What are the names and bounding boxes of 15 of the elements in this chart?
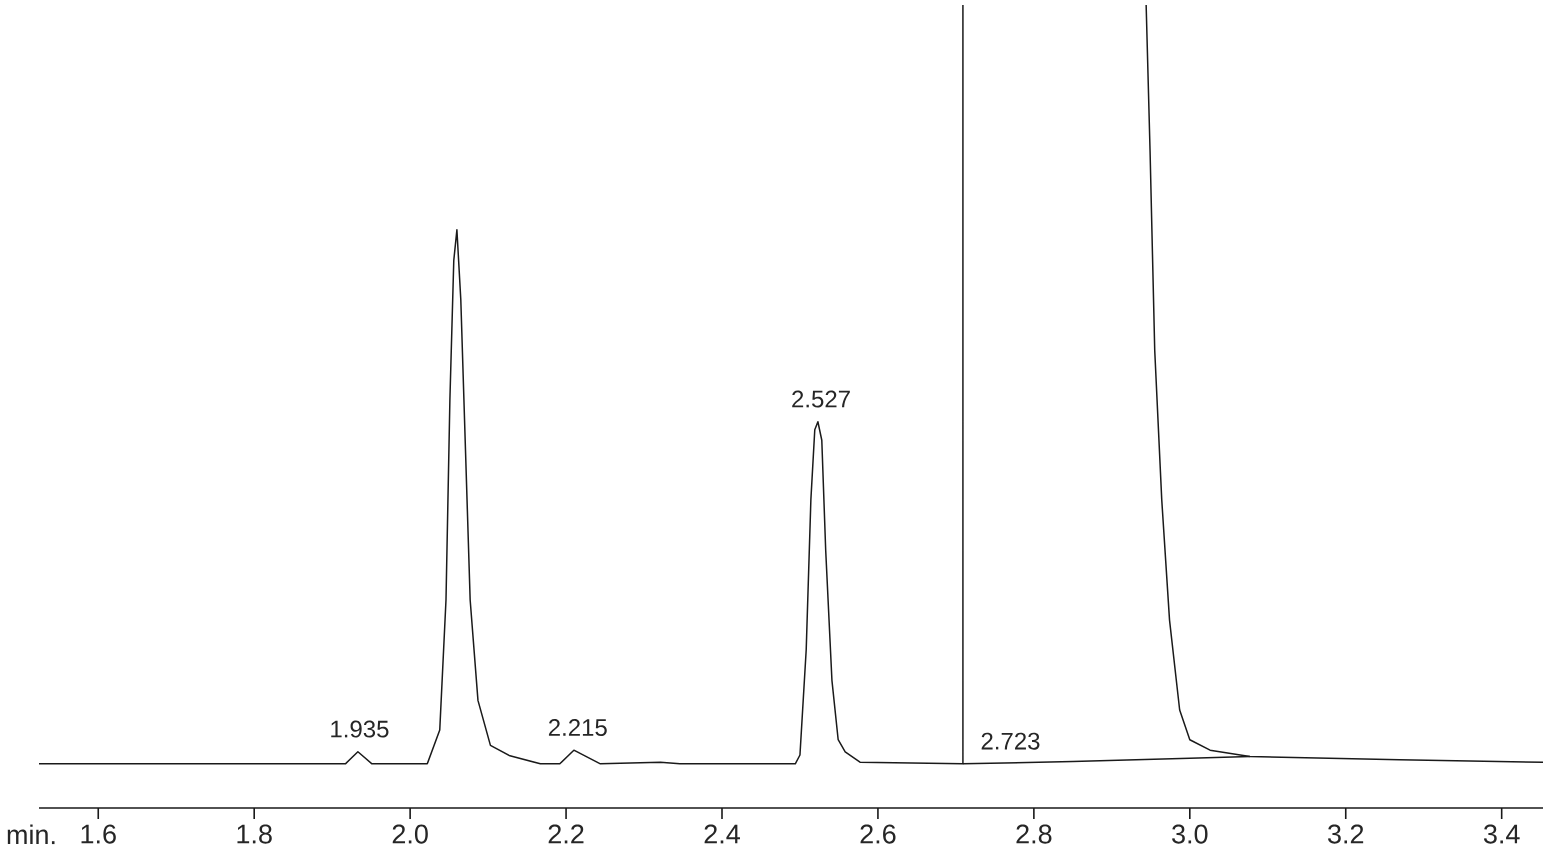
x-tick-label: 2.6 <box>860 824 896 844</box>
x-axis-title: min. <box>7 824 55 845</box>
x-tick-label: 3.4 <box>1483 824 1520 844</box>
x-tick-label: 2.8 <box>1016 824 1052 844</box>
x-tick-label: 2.2 <box>548 824 584 844</box>
x-tick-label: 2.0 <box>392 824 428 844</box>
annotation: 2.527 <box>792 390 850 408</box>
x-tick-label: 2.4 <box>704 824 740 844</box>
annotation: 1.935 <box>331 720 389 738</box>
x-tick-label: 3.2 <box>1328 824 1364 844</box>
annotation: 2.723 <box>981 732 1040 750</box>
annotation: 2.215 <box>548 718 607 736</box>
x-tick-label: 3.0 <box>1172 824 1208 844</box>
x-tick-label: 1.8 <box>237 824 272 844</box>
x-tick-label: 1.6 <box>81 824 116 844</box>
